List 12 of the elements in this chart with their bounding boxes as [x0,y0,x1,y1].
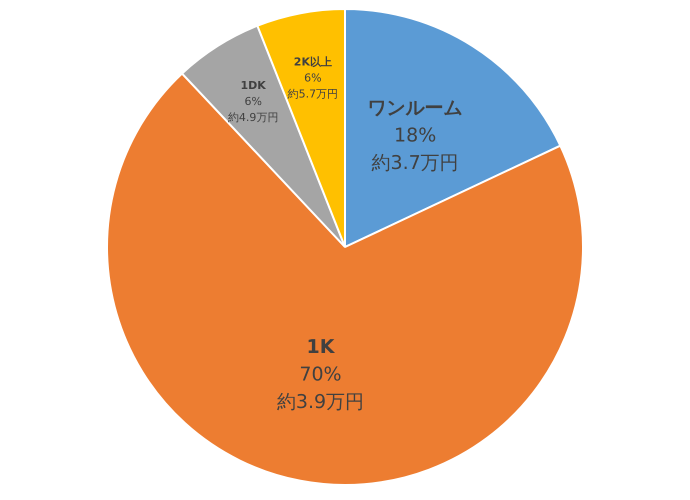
text: 約3.9万円 [276,391,364,414]
data-label: 6% [244,95,262,108]
text: 約3.7万円 [372,152,459,174]
slice-label: 2K以上 [294,56,332,69]
slice-label: 1DK [240,79,266,92]
data-label: 70% [299,364,342,386]
text: 約4.9万円 [228,111,278,124]
slice-label: 1K [306,336,336,358]
slice-label: ワンルーム [368,96,463,119]
data-label: 6% [304,72,322,85]
data-label: 18% [394,124,436,146]
text: 約5.7万円 [288,87,338,100]
